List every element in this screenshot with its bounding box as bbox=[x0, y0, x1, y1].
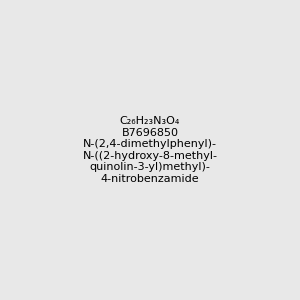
Text: C₂₆H₂₃N₃O₄
B7696850
N-(2,4-dimethylphenyl)-
N-((2-hydroxy-8-methyl-
quinolin-3-y: C₂₆H₂₃N₃O₄ B7696850 N-(2,4-dimethylpheny… bbox=[82, 116, 218, 184]
